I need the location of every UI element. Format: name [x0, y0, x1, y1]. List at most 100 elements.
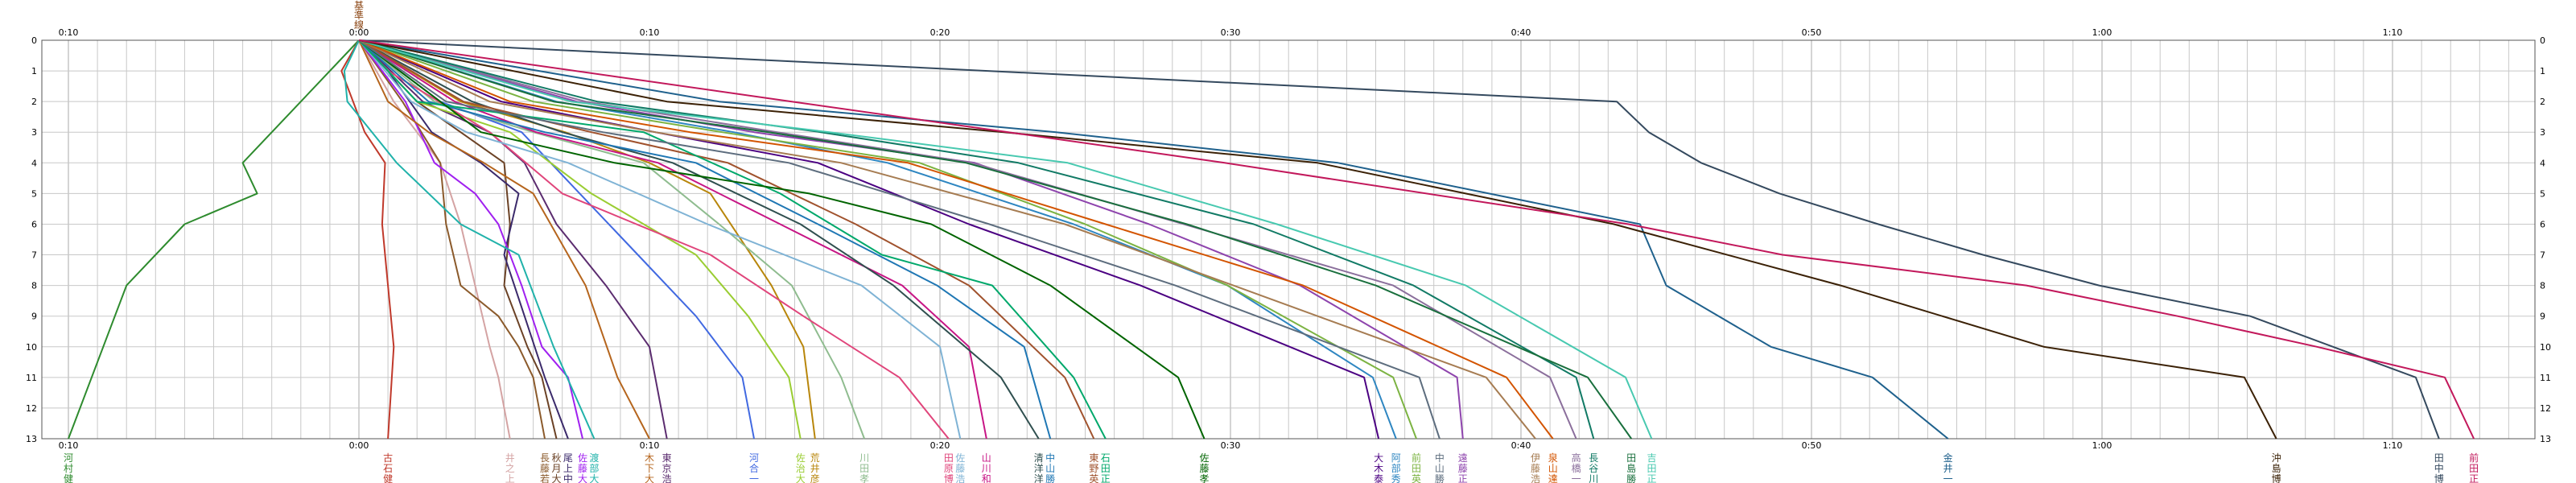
x-tick-label-bottom: 1:00: [2092, 440, 2112, 451]
bottom-axis-ticks: 0:10 0:00 0:10 0:20 0:30 0:40 0:50 1:00 1:10: [59, 440, 2403, 451]
series-name-label: 遠藤正: [1458, 452, 1468, 483]
y-tick-label-left: 6: [31, 219, 37, 229]
series-name-char: 田: [2469, 463, 2479, 474]
runner-name-labels: 河村健古石健井之上長藤若秋月大尾上中佐藤大渡部大木下大東京浩河合一佐治大荒井彦川…: [64, 452, 2479, 483]
series-name-label: 東野英: [1089, 452, 1098, 483]
series-name-char: 彦: [810, 473, 820, 483]
y-tick-label-right: 6: [2540, 219, 2545, 229]
series-name-char: 正: [1458, 473, 1468, 483]
series-name-char: 渡: [589, 452, 599, 464]
series-name-label: 沖島博: [2272, 452, 2281, 483]
series-line: [358, 39, 1536, 440]
series-name-char: 佐: [578, 452, 587, 464]
series-name-char: 若: [540, 473, 550, 483]
series-name-char: 前: [1412, 452, 1421, 464]
series-name-label: 河合一: [749, 452, 759, 483]
series-name-char: 大: [1374, 452, 1383, 464]
series-name-char: 山: [1045, 463, 1055, 474]
x-tick-label-top: 0:10: [640, 27, 660, 38]
series-name-char: 合: [749, 462, 759, 474]
y-tick-label-right: 10: [2540, 342, 2551, 353]
y-tick-label-left: 12: [26, 403, 37, 414]
series-name-char: 川: [982, 463, 991, 474]
series-line: [358, 39, 802, 440]
x-tick-label-top: 0:30: [1221, 27, 1241, 38]
series-name-char: 洋: [1034, 473, 1044, 483]
series-line: [358, 39, 1107, 440]
series-line: [358, 39, 2277, 440]
y-tick-label-right: 2: [2540, 97, 2545, 107]
series-name-char: 中: [1435, 452, 1445, 464]
series-name-char: 勝: [1435, 473, 1445, 483]
series-name-char: 木: [645, 452, 654, 464]
y-tick-label-left: 0: [31, 35, 37, 46]
top-axis-ticks: 0:10 0:00 0:10 0:20 0:30 0:40 0:50 1:00 1:10: [59, 27, 2403, 38]
series-name-char: 井: [810, 463, 820, 474]
series-name-label: 河村健: [64, 452, 73, 483]
series-name-char: 田: [1626, 452, 1636, 464]
series-name-char: 田: [1101, 463, 1111, 474]
series-line: [358, 39, 2440, 440]
x-tick-label-bottom: 0:00: [349, 440, 369, 451]
series-name-char: 部: [589, 462, 599, 474]
series-name-char: 一: [749, 473, 759, 483]
series-line: [358, 39, 558, 440]
y-tick-label-left: 10: [26, 342, 37, 353]
series-name-char: 金: [1943, 452, 1953, 464]
series-name-label: 前田英: [1412, 452, 1421, 483]
y-tick-label-left: 1: [31, 66, 37, 76]
series-name-char: 浩: [662, 473, 672, 483]
series-name-char: 田: [2434, 452, 2444, 464]
series-name-char: 橋: [1572, 463, 1581, 474]
series-name-label: 井之上: [505, 452, 515, 483]
series-name-char: 正: [2469, 473, 2479, 483]
series-name-char: 山: [1548, 463, 1558, 474]
series-name-char: 博: [944, 473, 954, 483]
x-tick-label-top: 0:20: [930, 27, 950, 38]
x-tick-label-top: 0:10: [59, 27, 79, 38]
series-name-char: 上: [505, 473, 515, 483]
series-line: [358, 39, 962, 440]
series-name-label: 石田正: [1101, 452, 1111, 483]
series-line: [358, 39, 1417, 440]
series-name-label: 田原博: [944, 452, 954, 483]
series-name-label: 高橋一: [1572, 452, 1581, 483]
series-name-char: 正: [1647, 473, 1656, 483]
series-name-char: 浩: [955, 473, 965, 483]
series-line: [358, 39, 1554, 440]
series-line: [343, 39, 596, 440]
series-name-char: 佐: [796, 452, 806, 464]
series-line: [358, 39, 2475, 440]
series-name-char: 藤: [1531, 463, 1540, 474]
y-tick-label-right: 4: [2540, 158, 2545, 168]
series-name-label: 田島勝: [1626, 452, 1636, 483]
series-name-char: 田: [1412, 463, 1421, 474]
series-name-char: 泰: [1374, 473, 1383, 483]
series-name-char: 月: [551, 463, 561, 474]
series-name-char: 之: [505, 463, 515, 474]
y-tick-label-right: 13: [2540, 434, 2551, 444]
series-name-char: 英: [1412, 473, 1421, 483]
series-name-label: 古石健: [383, 452, 393, 483]
series-name-char: 阿: [1391, 452, 1401, 464]
y-tick-label-right: 0: [2540, 35, 2545, 46]
series-line: [68, 39, 360, 440]
plot-frame: [41, 39, 2536, 440]
series-name-char: 下: [645, 463, 654, 474]
series-name-label: 清洋洋: [1034, 452, 1044, 483]
y-tick-label-right: 12: [2540, 403, 2551, 414]
series-name-char: 石: [383, 463, 393, 474]
series-name-char: 田: [1647, 463, 1656, 474]
y-tick-label-left: 13: [26, 434, 37, 444]
series-line: [358, 39, 1440, 440]
series-name-label: 佐藤浩: [955, 452, 965, 483]
series-name-char: 洋: [1034, 462, 1044, 474]
series-line: [358, 39, 1380, 440]
series-name-char: 一: [1572, 473, 1581, 483]
series-name-label: 東京浩: [662, 452, 672, 483]
series-name-char: 中: [1045, 452, 1055, 464]
series-name-char: 長: [540, 452, 550, 464]
